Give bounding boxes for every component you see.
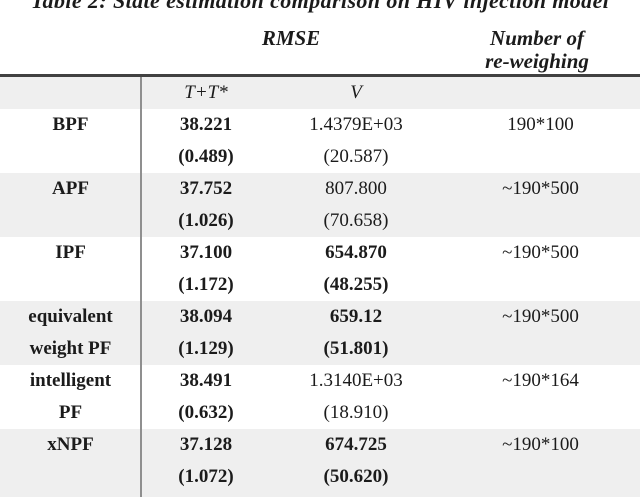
reweighing-count: ~190*500 bbox=[502, 306, 579, 327]
column-divider-line bbox=[140, 77, 142, 497]
rmse-t-sd: (1.072) bbox=[178, 466, 234, 487]
rmse-t-sd: (1.026) bbox=[178, 210, 234, 231]
reweighing-cell: ~190*500 bbox=[441, 173, 640, 237]
table-body: T+T* V BPF 38.221 (0.489) 1.4379E+03 (20… bbox=[0, 77, 640, 497]
reweighing-empty-line bbox=[441, 397, 640, 429]
rmse-v-sd: (18.910) bbox=[323, 402, 389, 423]
rmse-v-cell: 1.3140E+03 (18.910) bbox=[271, 365, 441, 429]
rmse-v-sd: (20.587) bbox=[323, 146, 389, 167]
reweighing-column-header-line1: Number of bbox=[490, 26, 584, 50]
rmse-t-cell: 38.094 (1.129) bbox=[141, 301, 271, 365]
table-row: IPF 37.100 (1.172) 654.870 (48.255) ~190… bbox=[0, 237, 640, 301]
rmse-v-cell: 654.870 (48.255) bbox=[271, 237, 441, 301]
reweighing-empty-line bbox=[441, 205, 640, 237]
rmse-t-mean: 37.752 bbox=[179, 178, 233, 199]
table-row: APF 37.752 (1.026) 807.800 (70.658) ~190… bbox=[0, 173, 640, 237]
reweighing-column-header-line2: re-weighing bbox=[485, 49, 589, 73]
table-caption: Table 2: State estimation comparison on … bbox=[30, 0, 610, 13]
rmse-v-mean: 659.12 bbox=[329, 306, 383, 327]
rmse-t-sd: (1.129) bbox=[178, 338, 234, 359]
method-name-line1: BPF bbox=[52, 114, 89, 135]
subheader-empty-cell bbox=[0, 77, 141, 109]
rmse-v-mean: 1.4379E+03 bbox=[309, 114, 403, 135]
method-name-line1: IPF bbox=[55, 242, 86, 263]
rmse-t-cell: 37.752 (1.026) bbox=[141, 173, 271, 237]
method-name-line2: weight PF bbox=[29, 338, 112, 359]
method-name-line2 bbox=[0, 269, 141, 301]
method-cell: BPF bbox=[0, 109, 141, 173]
method-name-line2 bbox=[0, 141, 141, 173]
rmse-v-mean: 674.725 bbox=[325, 434, 387, 455]
reweighing-count: ~190*500 bbox=[502, 242, 579, 263]
rmse-v-mean: 807.800 bbox=[325, 178, 387, 199]
rmse-t-mean: 37.100 bbox=[179, 242, 233, 263]
rmse-t-cell: 38.491 (0.632) bbox=[141, 365, 271, 429]
table-row: xNPF 37.128 (1.072) 674.725 (50.620) ~19… bbox=[0, 429, 640, 497]
rmse-v-mean: 1.3140E+03 bbox=[309, 370, 403, 391]
table-row: equivalent weight PF 38.094 (1.129) 659.… bbox=[0, 301, 640, 365]
reweighing-cell: ~190*500 bbox=[441, 301, 640, 365]
rmse-v-cell: 807.800 (70.658) bbox=[271, 173, 441, 237]
reweighing-count: ~190*500 bbox=[502, 178, 579, 199]
method-name-line2 bbox=[0, 205, 141, 237]
reweighing-count: 190*100 bbox=[507, 114, 574, 135]
rmse-v-sd: (50.620) bbox=[323, 466, 389, 487]
table-row: intelligent PF 38.491 (0.632) 1.3140E+03… bbox=[0, 365, 640, 429]
reweighing-count: ~190*100 bbox=[502, 434, 579, 455]
rmse-t-cell: 38.221 (0.489) bbox=[141, 109, 271, 173]
rmse-column-group-header: RMSE bbox=[261, 26, 321, 50]
reweighing-cell: ~190*100 bbox=[441, 429, 640, 497]
method-name-line1: APF bbox=[52, 178, 89, 199]
method-cell: IPF bbox=[0, 237, 141, 301]
rmse-t-sd: (0.489) bbox=[178, 146, 234, 167]
rmse-t-cell: 37.100 (1.172) bbox=[141, 237, 271, 301]
method-cell: xNPF bbox=[0, 429, 141, 497]
rmse-t-mean: 37.128 bbox=[179, 434, 233, 455]
subheader-row: T+T* V bbox=[0, 77, 640, 109]
rmse-t-sd: (0.632) bbox=[178, 402, 234, 423]
rmse-v-sd: (70.658) bbox=[323, 210, 389, 231]
data-rows: BPF 38.221 (0.489) 1.4379E+03 (20.587) 1… bbox=[0, 109, 640, 497]
reweighing-empty-line bbox=[441, 269, 640, 301]
method-cell: intelligent PF bbox=[0, 365, 141, 429]
reweighing-cell: 190*100 bbox=[441, 109, 640, 173]
method-name-line1: intelligent bbox=[29, 370, 112, 391]
table-row: BPF 38.221 (0.489) 1.4379E+03 (20.587) 1… bbox=[0, 109, 640, 173]
reweighing-column-header: Number of re-weighing bbox=[437, 27, 637, 73]
rmse-v-cell: 659.12 (51.801) bbox=[271, 301, 441, 365]
rmse-t-mean: 38.094 bbox=[179, 306, 233, 327]
method-cell: equivalent weight PF bbox=[0, 301, 141, 365]
reweighing-count: ~190*164 bbox=[502, 370, 579, 391]
rmse-v-sd: (51.801) bbox=[323, 338, 389, 359]
rmse-t-cell: 37.128 (1.072) bbox=[141, 429, 271, 497]
reweighing-cell: ~190*500 bbox=[441, 237, 640, 301]
table-top-rule bbox=[0, 74, 640, 77]
method-name-line1: equivalent bbox=[28, 306, 113, 327]
rmse-v-cell: 674.725 (50.620) bbox=[271, 429, 441, 497]
rmse-t-mean: 38.221 bbox=[179, 114, 233, 135]
method-name-line2 bbox=[0, 461, 141, 493]
rmse-v-cell: 1.4379E+03 (20.587) bbox=[271, 109, 441, 173]
rmse-v-mean: 654.870 bbox=[325, 242, 387, 263]
method-name-line1: xNPF bbox=[47, 434, 94, 455]
subheader-empty-cell-right bbox=[441, 77, 640, 109]
rmse-t-mean: 38.491 bbox=[179, 370, 233, 391]
reweighing-empty-line bbox=[441, 141, 640, 173]
reweighing-empty-line bbox=[441, 461, 640, 493]
reweighing-empty-line bbox=[441, 333, 640, 365]
reweighing-cell: ~190*164 bbox=[441, 365, 640, 429]
rmse-t-sd: (1.172) bbox=[178, 274, 234, 295]
method-name-line2: PF bbox=[58, 402, 83, 423]
method-cell: APF bbox=[0, 173, 141, 237]
rmse-v-sd: (48.255) bbox=[323, 274, 389, 295]
subheader-t-cell: T+T* bbox=[184, 82, 228, 103]
subheader-v-cell: V bbox=[350, 82, 362, 103]
